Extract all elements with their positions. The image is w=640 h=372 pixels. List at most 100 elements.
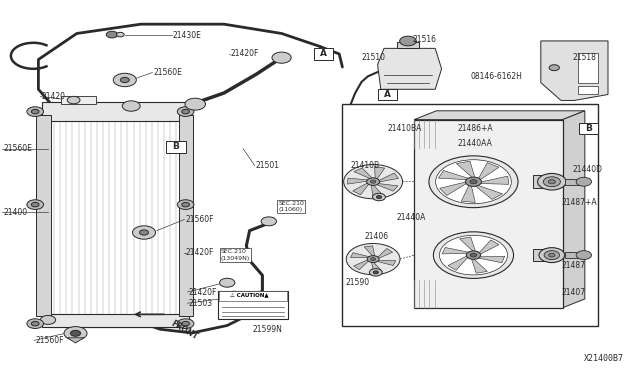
Bar <box>564 252 580 258</box>
Polygon shape <box>354 168 374 180</box>
Circle shape <box>177 107 194 116</box>
Circle shape <box>346 243 400 275</box>
Text: A: A <box>320 49 326 58</box>
Circle shape <box>465 177 481 186</box>
Circle shape <box>538 173 566 190</box>
Text: FRONT: FRONT <box>170 319 200 341</box>
Bar <box>578 86 598 94</box>
Text: 21599N: 21599N <box>253 325 283 334</box>
Circle shape <box>67 96 80 104</box>
Polygon shape <box>353 259 370 270</box>
Bar <box>218 291 288 319</box>
Circle shape <box>440 235 508 275</box>
Circle shape <box>367 256 379 263</box>
Bar <box>378 89 397 100</box>
Polygon shape <box>478 240 499 255</box>
Text: 21440AA: 21440AA <box>458 139 492 148</box>
Circle shape <box>576 251 591 260</box>
Circle shape <box>470 253 477 257</box>
Circle shape <box>27 319 44 328</box>
Circle shape <box>369 269 382 276</box>
Circle shape <box>140 230 148 235</box>
Bar <box>532 175 555 188</box>
Circle shape <box>372 193 385 201</box>
Text: 21516: 21516 <box>413 35 437 44</box>
Polygon shape <box>438 170 472 180</box>
Bar <box>48 104 182 327</box>
Text: 21410B: 21410B <box>351 161 380 170</box>
Circle shape <box>177 319 194 328</box>
Circle shape <box>467 251 481 259</box>
Circle shape <box>116 32 124 37</box>
Circle shape <box>376 196 381 199</box>
Polygon shape <box>461 183 476 202</box>
Polygon shape <box>440 181 469 195</box>
Text: 21407: 21407 <box>562 288 586 296</box>
Bar <box>61 96 96 104</box>
Bar <box>314 48 333 60</box>
Circle shape <box>371 180 376 183</box>
Circle shape <box>182 109 189 114</box>
Text: 21501: 21501 <box>256 161 280 170</box>
Circle shape <box>470 180 477 184</box>
Polygon shape <box>371 183 383 197</box>
Circle shape <box>429 156 518 208</box>
Polygon shape <box>448 255 469 270</box>
Circle shape <box>539 248 564 263</box>
Circle shape <box>177 200 194 209</box>
Circle shape <box>543 177 561 187</box>
Text: 21420F: 21420F <box>189 288 217 296</box>
Polygon shape <box>456 161 476 179</box>
Polygon shape <box>414 111 585 120</box>
Polygon shape <box>474 184 502 199</box>
Circle shape <box>182 202 189 207</box>
Text: 21406: 21406 <box>365 232 389 241</box>
Circle shape <box>220 278 235 287</box>
Text: SEC.210
(13049N): SEC.210 (13049N) <box>221 249 250 261</box>
Polygon shape <box>477 163 499 181</box>
Bar <box>42 102 189 121</box>
Circle shape <box>371 258 376 260</box>
Bar <box>42 314 189 327</box>
Polygon shape <box>442 247 471 254</box>
Circle shape <box>548 253 555 257</box>
Text: 21518: 21518 <box>573 53 596 62</box>
Text: B: B <box>173 142 179 151</box>
Circle shape <box>113 73 136 87</box>
Text: 21487: 21487 <box>562 262 586 270</box>
Text: A: A <box>384 90 390 99</box>
Bar <box>414 120 563 308</box>
Bar <box>342 104 598 326</box>
Text: 21503: 21503 <box>189 299 213 308</box>
Text: ⚠ CAUTION▲: ⚠ CAUTION▲ <box>230 294 269 299</box>
Text: 21440A: 21440A <box>397 213 426 222</box>
Text: 21486+A: 21486+A <box>458 124 493 133</box>
Text: 21590: 21590 <box>346 278 370 287</box>
Text: 21440D: 21440D <box>573 165 603 174</box>
Polygon shape <box>376 173 399 182</box>
Circle shape <box>261 217 276 226</box>
Text: B: B <box>586 124 592 133</box>
Circle shape <box>373 271 378 274</box>
Circle shape <box>548 180 556 184</box>
Bar <box>36 115 51 316</box>
Bar <box>397 42 419 48</box>
Circle shape <box>182 321 189 326</box>
Text: 08146-6162H: 08146-6162H <box>470 72 522 81</box>
Text: 21560F: 21560F <box>35 336 64 345</box>
Bar <box>579 123 598 134</box>
Text: 21560E: 21560E <box>3 144 32 153</box>
Text: SEC.210
(11060): SEC.210 (11060) <box>278 201 304 212</box>
Bar <box>578 53 598 83</box>
Polygon shape <box>67 338 84 343</box>
Polygon shape <box>376 248 393 259</box>
Text: 21420F: 21420F <box>230 49 259 58</box>
Circle shape <box>544 251 559 260</box>
Text: X21400B7: X21400B7 <box>584 354 624 363</box>
Bar <box>166 141 186 153</box>
Polygon shape <box>374 260 396 266</box>
Polygon shape <box>541 41 608 100</box>
Polygon shape <box>477 176 509 184</box>
Bar <box>179 115 193 316</box>
Circle shape <box>31 202 39 207</box>
